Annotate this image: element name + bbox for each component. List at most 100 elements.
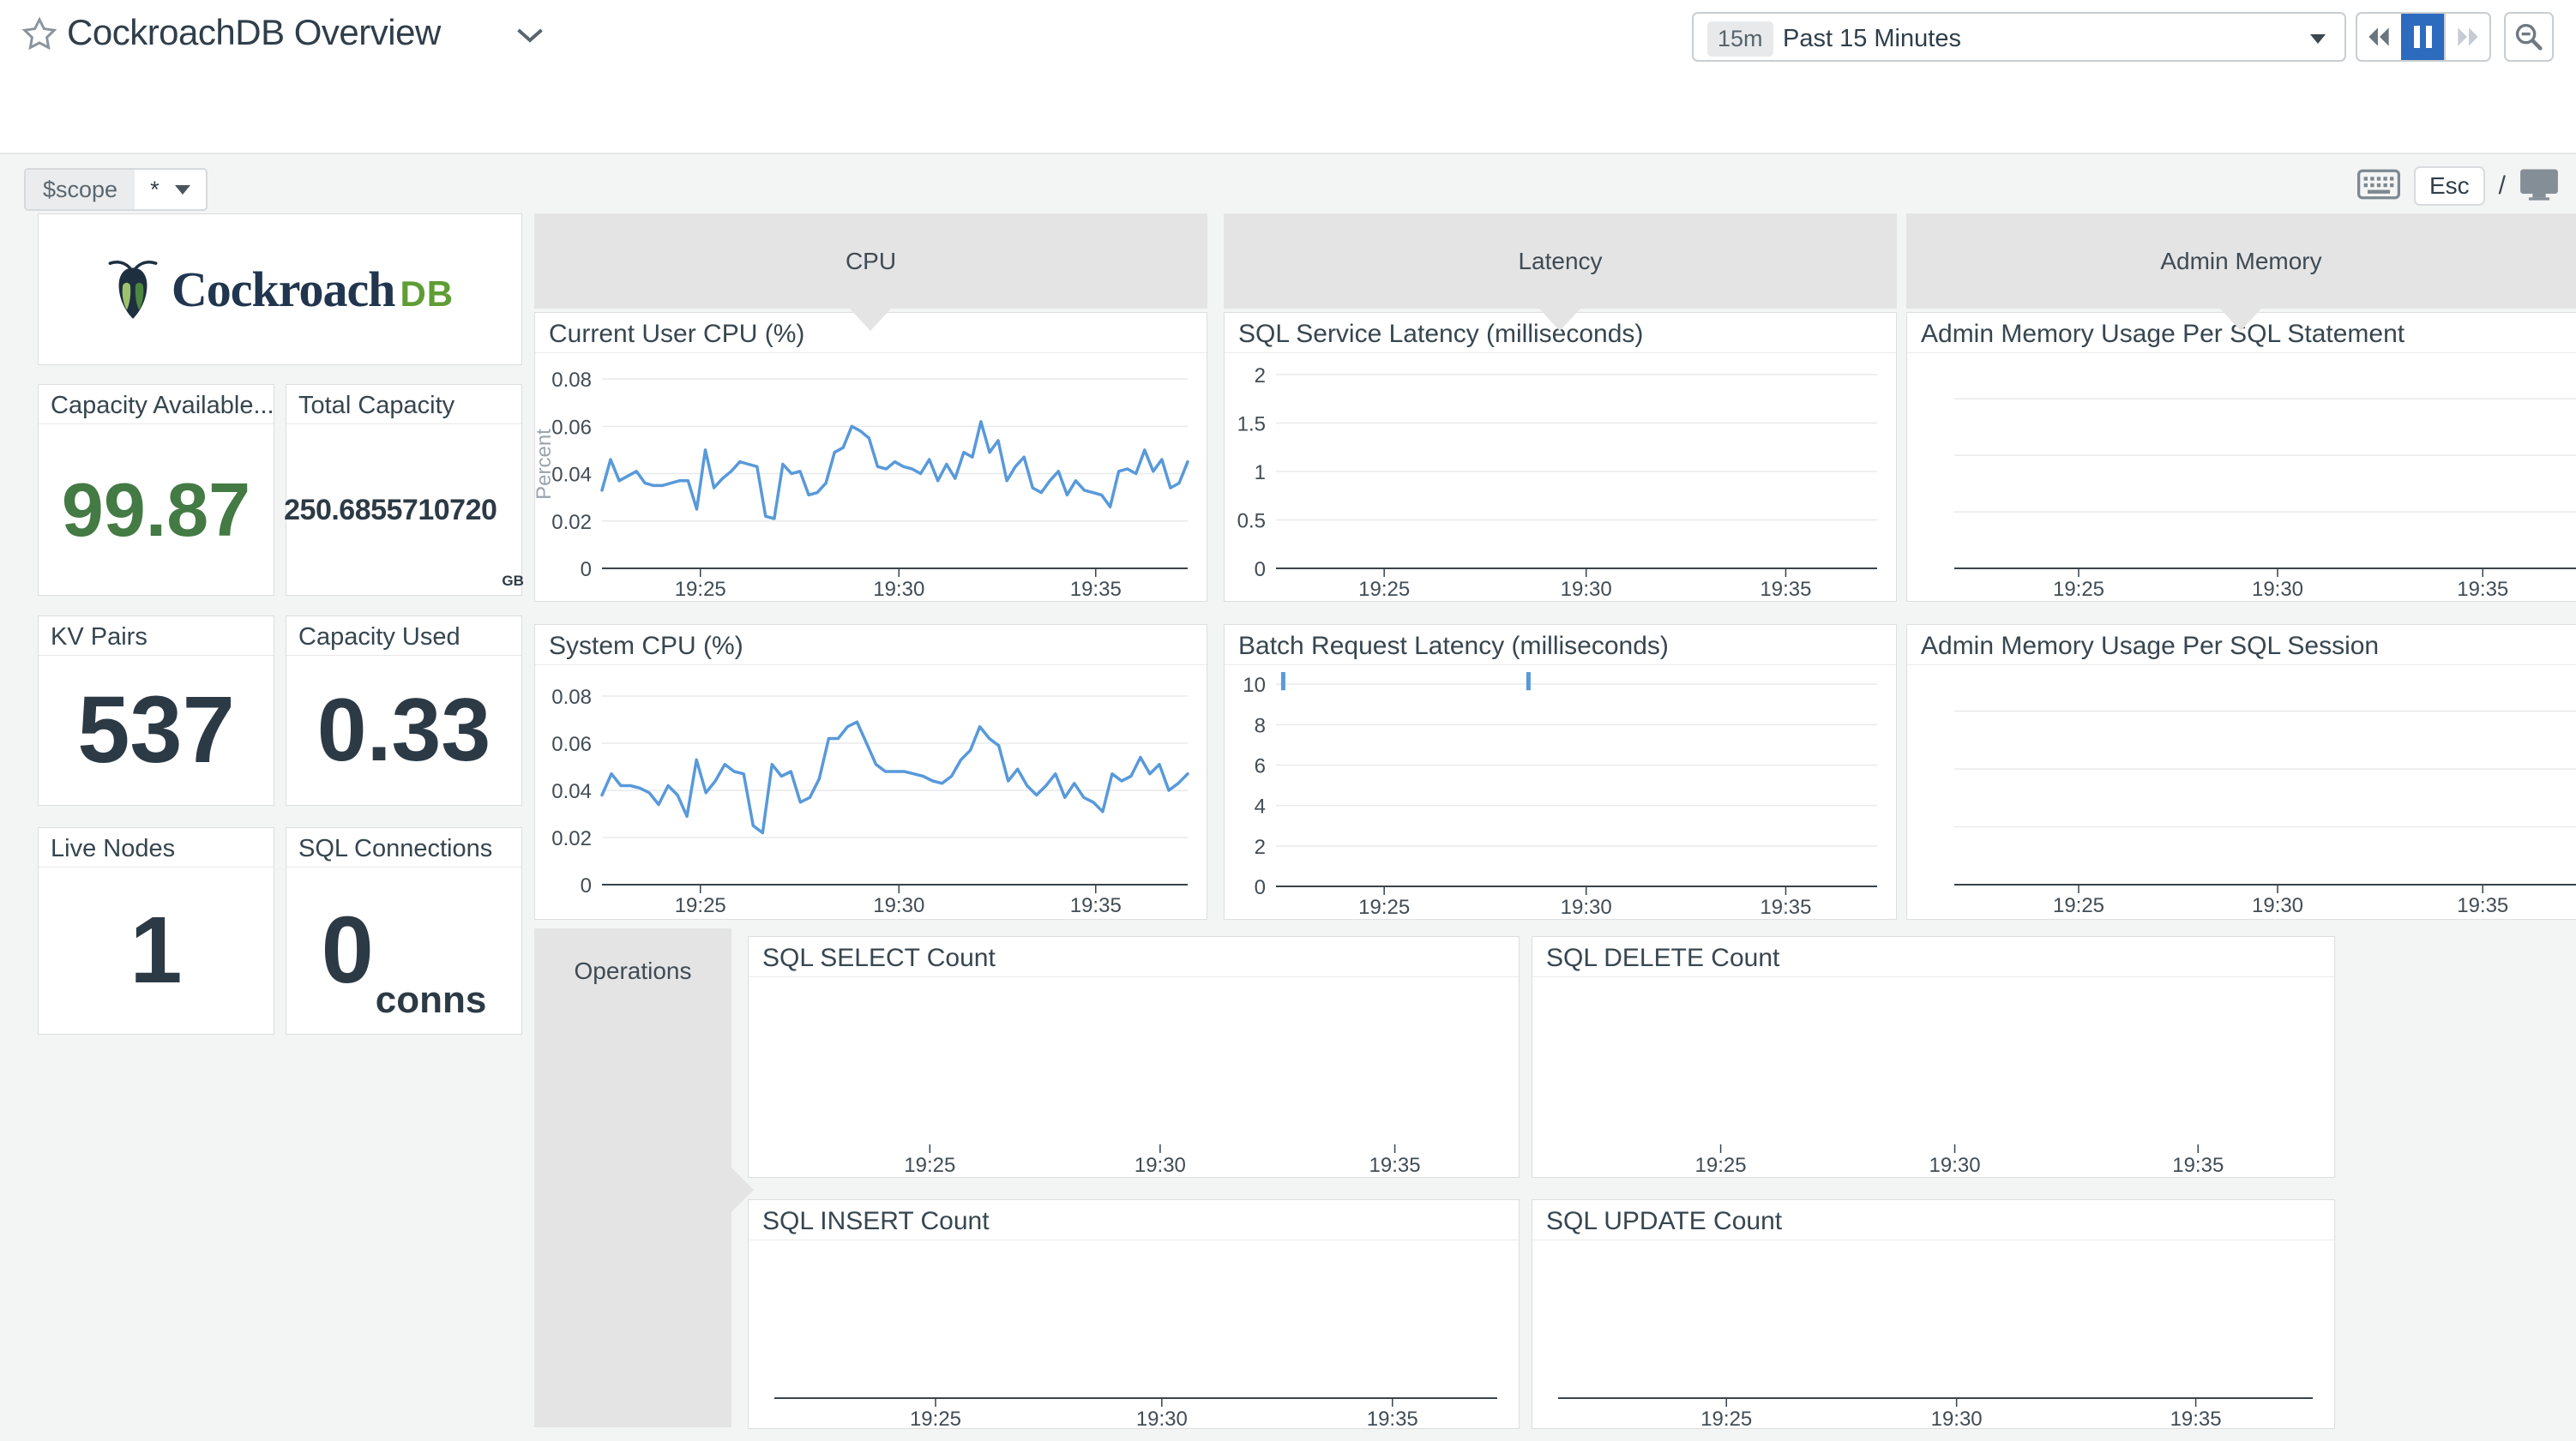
time-range-selector[interactable]: 15m Past 15 Minutes [1692, 12, 2346, 62]
chart-admin-memory-per-session[interactable]: Admin Memory Usage Per SQL Session 19:25… [1906, 624, 2576, 920]
card-value: 0.33 [316, 681, 491, 780]
svg-text:19:35: 19:35 [2457, 578, 2508, 601]
favorite-star-icon[interactable] [21, 15, 58, 53]
card-capacity-used[interactable]: Capacity Used 0.33 [286, 615, 522, 806]
card-value: 1 [129, 898, 183, 1003]
chart-plot-area: 19:25 19:30 19:35 [1907, 665, 2576, 919]
chart-plot-area: 0 0.02 0.04 0.06 0.08 19:25 19:30 19:35 [535, 665, 1207, 919]
rewind-icon [2368, 27, 2389, 46]
svg-text:19:30: 19:30 [2252, 578, 2303, 601]
template-variable-bar: $scope * Esc / [0, 74, 2576, 211]
svg-text:19:30: 19:30 [1561, 578, 1612, 601]
chart-batch-request-latency[interactable]: Batch Request Latency (milliseconds) 0 2 4… [1224, 624, 1897, 920]
card-capacity-available[interactable]: Capacity Available... 99.87 [38, 384, 274, 596]
chart-title: SQL INSERT Count [749, 1200, 1519, 1240]
card-title: Capacity Used [286, 616, 521, 656]
card-total-capacity[interactable]: Total Capacity 250.6855710720 GB [284, 384, 524, 596]
time-range-badge: 15m [1707, 21, 1773, 57]
chart-sql-select-count[interactable]: SQL SELECT Count 19:25 19:30 19:35 [748, 936, 1520, 1178]
svg-text:19:25: 19:25 [675, 894, 726, 917]
chart-admin-memory-per-statement[interactable]: Admin Memory Usage Per SQL Statement 19:… [1906, 312, 2576, 602]
card-title: Live Nodes [39, 828, 274, 868]
svg-text:0.02: 0.02 [551, 827, 592, 850]
chart-plot-area: 19:25 19:30 19:35 [749, 1240, 1519, 1431]
card-title: Capacity Available... [39, 385, 274, 424]
cockroach-bug-icon [108, 260, 158, 319]
chart-title: Admin Memory Usage Per SQL Statement [1907, 313, 2576, 353]
chart-plot-area: 0 0.5 1 1.5 2 19:25 19:30 19:35 [1225, 353, 1896, 601]
svg-text:10: 10 [1243, 674, 1266, 697]
svg-text:19:35: 19:35 [1760, 896, 1811, 919]
svg-text:19:30: 19:30 [1135, 1154, 1186, 1177]
chart-sql-delete-count[interactable]: SQL DELETE Count 19:25 19:30 19:35 [1532, 936, 2335, 1178]
svg-text:0.08: 0.08 [551, 686, 592, 709]
card-title: KV Pairs [39, 616, 274, 656]
rewind-button[interactable] [2357, 14, 2401, 60]
svg-text:19:35: 19:35 [2172, 1154, 2224, 1177]
svg-text:0.06: 0.06 [551, 733, 592, 756]
group-header-cpu[interactable]: CPU [534, 213, 1207, 309]
group-header-latency[interactable]: Latency [1224, 213, 1897, 309]
card-value: 537 [77, 677, 235, 783]
card-title: Total Capacity [286, 385, 521, 424]
svg-text:19:35: 19:35 [1369, 1154, 1421, 1177]
scope-variable-value: * [150, 176, 159, 202]
group-pointer [850, 309, 891, 331]
chart-plot-area: 0 2 4 6 8 10 19:25 19:30 19:35 [1225, 665, 1896, 919]
keyboard-shortcuts-icon[interactable] [2356, 169, 2400, 204]
card-sql-connections[interactable]: SQL Connections 0 conns [286, 827, 522, 1035]
chart-current-user-cpu[interactable]: Current User CPU (%) 0 0.02 0.04 0.06 0.08 19… [533, 312, 1207, 602]
dropdown-caret-icon [2310, 34, 2326, 44]
dashboard-title[interactable]: CockroachDB Overview [67, 12, 441, 52]
group-label: Operations [574, 958, 692, 984]
pause-button[interactable] [2400, 14, 2445, 60]
scope-variable-name: $scope [26, 170, 135, 209]
chart-title: SQL DELETE Count [1532, 937, 2334, 977]
svg-text:2: 2 [1255, 364, 1266, 387]
group-header-admin-memory[interactable]: Admin Memory [1906, 213, 2576, 309]
chart-title: Admin Memory Usage Per SQL Session [1907, 625, 2576, 665]
svg-text:19:30: 19:30 [2252, 894, 2303, 917]
group-label: Admin Memory [2160, 247, 2322, 274]
chart-title: Current User CPU (%) [535, 313, 1207, 353]
svg-text:19:25: 19:25 [910, 1408, 961, 1428]
card-live-nodes[interactable]: Live Nodes 1 [38, 827, 274, 1035]
svg-text:19:35: 19:35 [1070, 578, 1122, 601]
chart-system-cpu[interactable]: System CPU (%) 0 0.02 0.04 0.06 0.08 19:25 19:… [534, 624, 1207, 920]
forward-button[interactable] [2444, 14, 2489, 60]
svg-text:19:25: 19:25 [2053, 894, 2104, 917]
svg-text:1: 1 [1255, 461, 1266, 484]
magnifier-minus-icon [2515, 23, 2543, 51]
chart-title: SQL SELECT Count [749, 937, 1519, 977]
svg-text:6: 6 [1255, 754, 1266, 778]
group-pointer [1539, 309, 1580, 331]
svg-text:8: 8 [1255, 714, 1266, 737]
card-value: 99.87 [61, 466, 251, 552]
svg-text:1.5: 1.5 [1237, 412, 1266, 435]
svg-text:19:25: 19:25 [1700, 1408, 1752, 1428]
group-header-operations[interactable]: Operations [534, 928, 731, 1427]
logo-suffix: DB [400, 273, 454, 314]
card-kv-pairs[interactable]: KV Pairs 537 [38, 615, 274, 806]
svg-text:19:30: 19:30 [1929, 1154, 1981, 1177]
svg-text:19:25: 19:25 [1358, 578, 1410, 601]
top-bar: CockroachDB Overview 15m Past 15 Minutes [0, 0, 2576, 74]
zoom-out-button[interactable] [2504, 12, 2554, 62]
chart-sql-service-latency[interactable]: SQL Service Latency (milliseconds) 0 0.5 1… [1224, 312, 1897, 602]
chart-title: SQL UPDATE Count [1532, 1200, 2334, 1240]
card-unit: conns [375, 979, 487, 1021]
slash-separator: / [2498, 171, 2506, 200]
svg-text:2: 2 [1255, 836, 1266, 859]
svg-text:0: 0 [581, 558, 592, 581]
group-pointer [731, 1168, 754, 1212]
svg-text:4: 4 [1255, 796, 1266, 819]
chart-sql-update-count[interactable]: SQL UPDATE Count 19:25 19:30 19:35 [1532, 1199, 2335, 1431]
chevron-down-icon[interactable] [515, 26, 545, 49]
chart-sql-insert-count[interactable]: SQL INSERT Count 19:25 19:30 19:35 [748, 1199, 1520, 1431]
tv-mode-icon[interactable] [2519, 167, 2559, 206]
svg-text:0: 0 [1255, 876, 1266, 899]
chart-plot-area: 19:25 19:30 19:35 [1532, 977, 2334, 1177]
time-range-label: Past 15 Minutes [1783, 25, 1961, 52]
scope-variable-selector[interactable]: $scope * [24, 168, 208, 211]
card-value: 250.6855710720 [284, 493, 497, 526]
